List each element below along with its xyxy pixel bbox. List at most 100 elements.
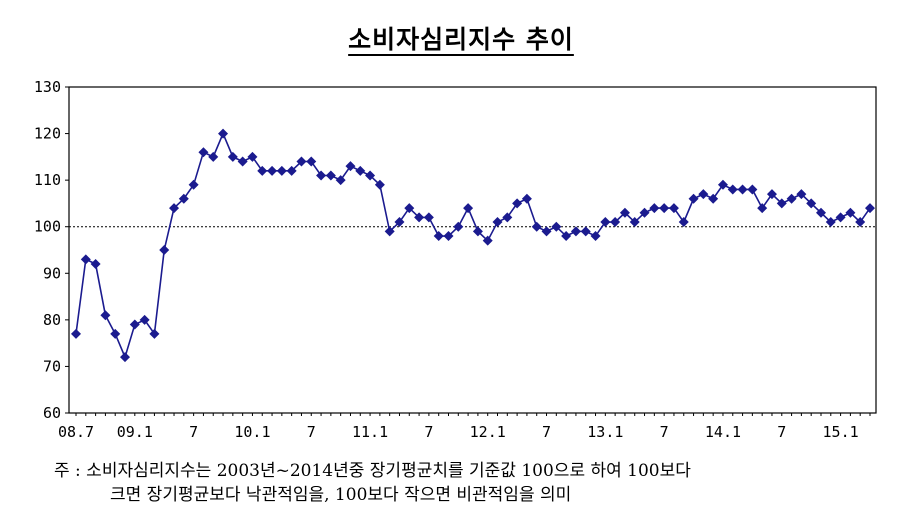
data-point: [717, 179, 728, 190]
x-tick-label: 7: [777, 423, 786, 441]
data-point: [335, 175, 346, 186]
data-point: [590, 231, 601, 242]
data-point: [472, 226, 483, 237]
data-point: [698, 189, 709, 200]
data-point: [414, 212, 425, 223]
data-point: [355, 165, 366, 176]
plot-area-frame: [68, 86, 877, 414]
y-tick-label: 90: [43, 264, 61, 282]
data-point: [139, 314, 150, 325]
data-point: [757, 203, 768, 214]
data-point: [600, 217, 611, 228]
data-point: [865, 203, 875, 214]
x-tick-label: 11.1: [352, 423, 388, 441]
x-tick-label: 7: [424, 423, 433, 441]
data-point: [747, 184, 758, 195]
data-point: [218, 128, 229, 139]
x-tick-label: 7: [542, 423, 551, 441]
data-point: [610, 217, 621, 228]
data-point: [404, 203, 415, 214]
y-tick-label: 110: [34, 171, 61, 189]
data-point: [463, 203, 474, 214]
data-point: [786, 193, 797, 204]
x-tick-label: 13.1: [587, 423, 623, 441]
data-point: [443, 231, 454, 242]
data-point: [845, 207, 856, 218]
data-point: [727, 184, 738, 195]
x-tick-label: 7: [307, 423, 316, 441]
data-point: [570, 226, 581, 237]
data-point: [433, 231, 444, 242]
data-point: [208, 151, 219, 162]
data-point: [306, 156, 317, 167]
data-point: [561, 231, 572, 242]
y-axis-labels: 60 70 80 90 100 110 120 130: [34, 78, 61, 422]
data-point: [678, 217, 689, 228]
data-point: [825, 217, 836, 228]
y-tick-label: 80: [43, 311, 61, 329]
data-point: [129, 319, 140, 330]
data-point: [169, 203, 180, 214]
data-point: [482, 235, 493, 246]
data-point: [796, 189, 807, 200]
data-point: [276, 165, 287, 176]
data-point: [855, 217, 866, 228]
data-point: [502, 212, 513, 223]
x-tick-label: 14.1: [705, 423, 741, 441]
data-point: [668, 203, 679, 214]
data-point: [110, 328, 121, 339]
data-point: [247, 151, 258, 162]
data-point: [394, 217, 405, 228]
x-tick-label: 15.1: [823, 423, 859, 441]
data-point: [227, 151, 238, 162]
line-chart: 60 70 80 90 100 110 120 130 08.7 09.1 7 10.1 7 11.1 7…: [34, 78, 877, 441]
footnote: 주 : 소비자심리지수는 2003년~2014년중 장기평균치를 기준값 100…: [54, 459, 914, 507]
x-tick-label: 10.1: [234, 423, 270, 441]
series-markers: [71, 128, 875, 363]
x-tick-label: 08.7: [58, 423, 94, 441]
x-axis-ticks: [75, 413, 871, 416]
footnote-line-2: 크면 장기평균보다 낙관적임을, 100보다 작으면 비관적임을 의미: [110, 485, 572, 505]
data-point: [815, 207, 826, 218]
footnote-line-1: 주 : 소비자심리지수는 2003년~2014년중 장기평균치를 기준값 100…: [54, 461, 691, 481]
data-point: [639, 207, 650, 218]
data-point: [159, 245, 170, 255]
data-point: [619, 207, 630, 218]
x-tick-label: 09.1: [117, 423, 153, 441]
data-point: [659, 203, 670, 214]
data-point: [551, 221, 562, 232]
y-tick-label: 130: [34, 78, 61, 96]
series-line: [75, 131, 871, 360]
data-point: [492, 217, 503, 228]
data-point: [90, 258, 101, 269]
data-point: [188, 179, 199, 190]
data-point: [237, 156, 248, 167]
y-tick-label: 70: [43, 357, 61, 375]
data-point: [541, 226, 552, 237]
data-point: [267, 165, 278, 176]
data-point: [835, 212, 846, 223]
y-tick-label: 60: [43, 404, 61, 422]
data-point: [257, 165, 268, 176]
data-point: [580, 226, 591, 237]
data-point: [149, 328, 160, 339]
data-point: [423, 212, 434, 223]
data-point: [100, 310, 111, 321]
data-point: [766, 189, 777, 200]
data-point: [708, 193, 719, 204]
data-point: [453, 221, 464, 232]
data-point: [286, 165, 297, 176]
data-point: [80, 254, 91, 265]
data-point: [198, 147, 209, 158]
y-axis-ticks: [65, 86, 69, 414]
data-point: [629, 217, 640, 228]
x-axis-labels: 08.7 09.1 7 10.1 7 11.1 7 12.1 7 13.1 7 14.1 7 15.1: [58, 423, 859, 441]
data-point: [345, 161, 356, 172]
data-point: [688, 193, 699, 204]
data-point: [374, 179, 385, 190]
data-point: [649, 203, 660, 214]
y-tick-label: 120: [34, 125, 61, 143]
x-tick-label: 7: [660, 423, 669, 441]
data-point: [521, 193, 532, 204]
data-point: [384, 226, 395, 237]
